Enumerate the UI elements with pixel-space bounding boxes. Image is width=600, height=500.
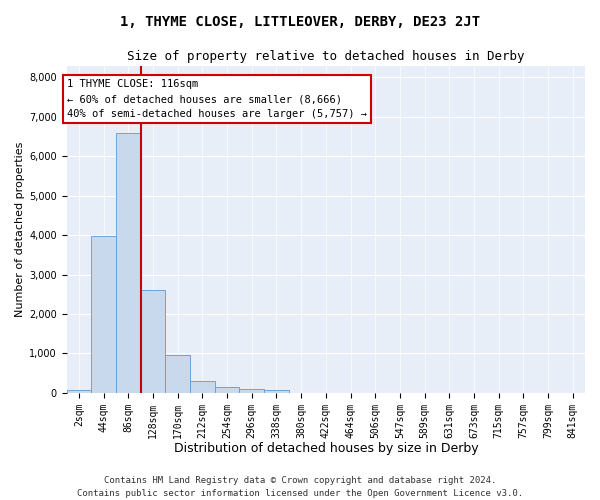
Bar bbox=[190, 380, 215, 393]
Bar bbox=[140, 290, 166, 393]
Title: Size of property relative to detached houses in Derby: Size of property relative to detached ho… bbox=[127, 50, 524, 63]
Bar bbox=[166, 355, 190, 393]
Text: Contains HM Land Registry data © Crown copyright and database right 2024.
Contai: Contains HM Land Registry data © Crown c… bbox=[77, 476, 523, 498]
Text: 1, THYME CLOSE, LITTLEOVER, DERBY, DE23 2JT: 1, THYME CLOSE, LITTLEOVER, DERBY, DE23 … bbox=[120, 15, 480, 29]
Text: 1 THYME CLOSE: 116sqm
← 60% of detached houses are smaller (8,666)
40% of semi-d: 1 THYME CLOSE: 116sqm ← 60% of detached … bbox=[67, 80, 367, 119]
Bar bbox=[215, 388, 239, 393]
Bar bbox=[116, 132, 140, 393]
X-axis label: Distribution of detached houses by size in Derby: Distribution of detached houses by size … bbox=[173, 442, 478, 455]
Bar bbox=[239, 388, 264, 393]
Y-axis label: Number of detached properties: Number of detached properties bbox=[15, 142, 25, 317]
Bar bbox=[67, 390, 91, 393]
Bar bbox=[91, 236, 116, 393]
Bar bbox=[264, 390, 289, 393]
